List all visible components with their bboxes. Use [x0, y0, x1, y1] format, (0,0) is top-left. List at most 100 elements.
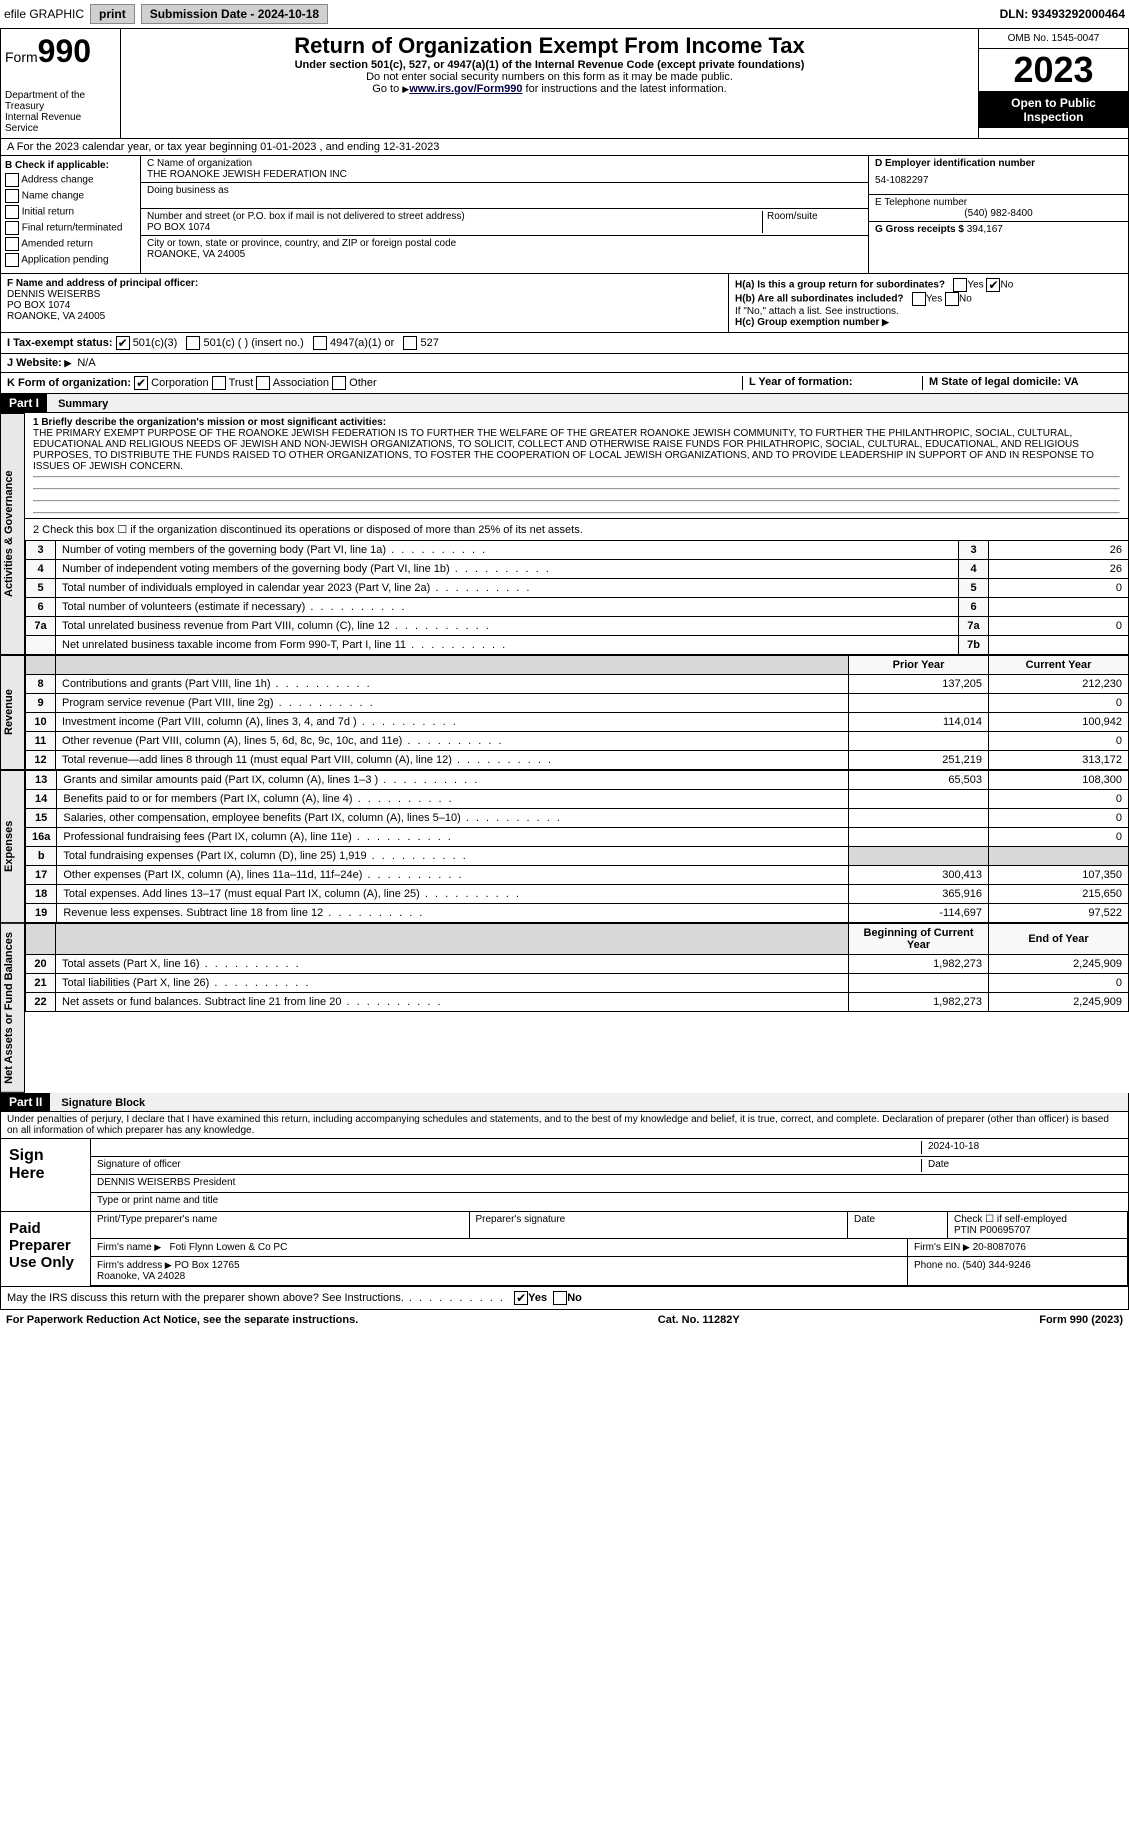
blank [26, 924, 56, 955]
room-label: Room/suite [762, 211, 862, 233]
line-num: 3 [26, 541, 56, 560]
chk-527[interactable] [403, 336, 417, 350]
blank [56, 924, 849, 955]
opt-501c: 501(c) ( ) (insert no.) [204, 337, 304, 349]
line-desc: Net assets or fund balances. Subtract li… [56, 993, 849, 1012]
form-title: Return of Organization Exempt From Incom… [127, 33, 972, 59]
irs-link[interactable]: www.irs.gov/Form990 [409, 83, 522, 95]
line-desc: Total assets (Part X, line 16) [56, 955, 849, 974]
prior-val: 365,916 [849, 885, 989, 904]
line-desc: Program service revenue (Part VIII, line… [56, 694, 849, 713]
dba-label: Doing business as [147, 185, 862, 196]
city: ROANOKE, VA 24005 [147, 249, 862, 260]
part1-ag: Activities & Governance 1 Briefly descri… [0, 413, 1129, 655]
row-i: I Tax-exempt status: 501(c)(3) 501(c) ( … [0, 333, 1129, 354]
curr-val: 313,172 [989, 751, 1129, 770]
line-num: 15 [26, 809, 57, 828]
line-num: 4 [26, 560, 56, 579]
no-label: No [567, 1292, 582, 1304]
ein: 54-1082297 [875, 169, 1122, 192]
line-desc: Grants and similar amounts paid (Part IX… [57, 771, 849, 790]
prep-self-ptin: Check ☐ if self-employed PTIN P00695707 [948, 1212, 1128, 1239]
b-opt[interactable]: Name change [5, 189, 136, 203]
curr-val: 0 [989, 732, 1129, 751]
firm-ein: 20-8087076 [973, 1242, 1026, 1253]
firm-name: Foti Flynn Lowen & Co PC [169, 1242, 287, 1253]
firm-phone-label: Phone no. [914, 1260, 960, 1271]
line-desc: Total number of volunteers (estimate if … [56, 598, 959, 617]
b-opt[interactable]: Initial return [5, 205, 136, 219]
line-num: 18 [26, 885, 57, 904]
chk-corp[interactable] [134, 376, 148, 390]
line-desc: Benefits paid to or for members (Part IX… [57, 790, 849, 809]
line-num: 17 [26, 866, 57, 885]
chk-other[interactable] [332, 376, 346, 390]
b-opt[interactable]: Address change [5, 173, 136, 187]
line-val [989, 598, 1129, 617]
form-word: Form [5, 49, 38, 65]
line-desc: Total liabilities (Part X, line 26) [56, 974, 849, 993]
beg-val [849, 974, 989, 993]
declaration: Under penalties of perjury, I declare th… [0, 1112, 1129, 1139]
line-1: 1 Briefly describe the organization's mi… [25, 413, 1129, 519]
officer-name-title: DENNIS WEISERBS President [91, 1175, 1128, 1193]
line-num: 5 [26, 579, 56, 598]
h-c: H(c) Group exemption number [735, 317, 1122, 328]
curr-val: 215,650 [989, 885, 1129, 904]
chk-501c3[interactable] [116, 336, 130, 350]
end-val: 2,245,909 [989, 955, 1129, 974]
l-label: L Year of formation: [749, 376, 853, 388]
end-val: 2,245,909 [989, 993, 1129, 1012]
sig-date-label: Date [922, 1159, 1122, 1172]
b-opt[interactable]: Final return/terminated [5, 221, 136, 235]
line-desc: Total unrelated business revenue from Pa… [56, 617, 959, 636]
b-opt[interactable]: Application pending [5, 253, 136, 267]
chk-yes[interactable] [514, 1291, 528, 1305]
yes: Yes [967, 280, 983, 291]
submission-date-button[interactable]: Submission Date - 2024-10-18 [141, 4, 328, 24]
prior-val: 251,219 [849, 751, 989, 770]
part1-exp: Expenses 13 Grants and similar amounts p… [0, 770, 1129, 923]
prior-val: -114,697 [849, 904, 989, 923]
table-ag: 3 Number of voting members of the govern… [25, 540, 1129, 655]
blank [26, 656, 56, 675]
line-num: 13 [26, 771, 57, 790]
goto-post: for instructions and the latest informat… [522, 83, 726, 95]
chk-501c[interactable] [186, 336, 200, 350]
city-label: City or town, state or province, country… [147, 238, 862, 249]
opt-trust: Trust [229, 377, 254, 389]
may-irs-row: May the IRS discuss this return with the… [0, 1287, 1129, 1310]
line-num: 14 [26, 790, 57, 809]
l1-label: 1 Briefly describe the organization's mi… [33, 417, 386, 428]
firm-addr-label: Firm's address [97, 1260, 172, 1271]
section-d-g: D Employer identification number 54-1082… [868, 156, 1128, 273]
prior-val: 137,205 [849, 675, 989, 694]
print-button[interactable]: print [90, 4, 135, 24]
line-num: 22 [26, 993, 56, 1012]
b-opt-label: Amended return [21, 239, 93, 250]
line-val [989, 636, 1129, 655]
curr-val: 100,942 [989, 713, 1129, 732]
addr-label: Number and street (or P.O. box if mail i… [147, 211, 762, 222]
section-c: C Name of organization THE ROANOKE JEWIS… [141, 156, 868, 273]
hc-label: H(c) Group exemption number [735, 317, 889, 328]
dept-treasury: Department of the Treasury Internal Reve… [5, 90, 116, 134]
chk-4947[interactable] [313, 336, 327, 350]
prep-sig-label: Preparer's signature [470, 1212, 849, 1239]
line-desc: Salaries, other compensation, employee b… [57, 809, 849, 828]
line-num: 6 [26, 598, 56, 617]
b-opt-label: Final return/terminated [22, 223, 123, 234]
chk-trust[interactable] [212, 376, 226, 390]
may-irs-text: May the IRS discuss this return with the… [7, 1292, 505, 1304]
beg-val: 1,982,273 [849, 993, 989, 1012]
chk-assoc[interactable] [256, 376, 270, 390]
chk-no[interactable] [553, 1291, 567, 1305]
prior-val: 300,413 [849, 866, 989, 885]
b-opt[interactable]: Amended return [5, 237, 136, 251]
curr-val: 0 [989, 790, 1129, 809]
dln: DLN: 93493292000464 [1000, 7, 1125, 21]
shaded [989, 847, 1129, 866]
line-ref: 7a [959, 617, 989, 636]
line-desc: Total number of individuals employed in … [56, 579, 959, 598]
sig-officer-label: Signature of officer [97, 1159, 922, 1172]
